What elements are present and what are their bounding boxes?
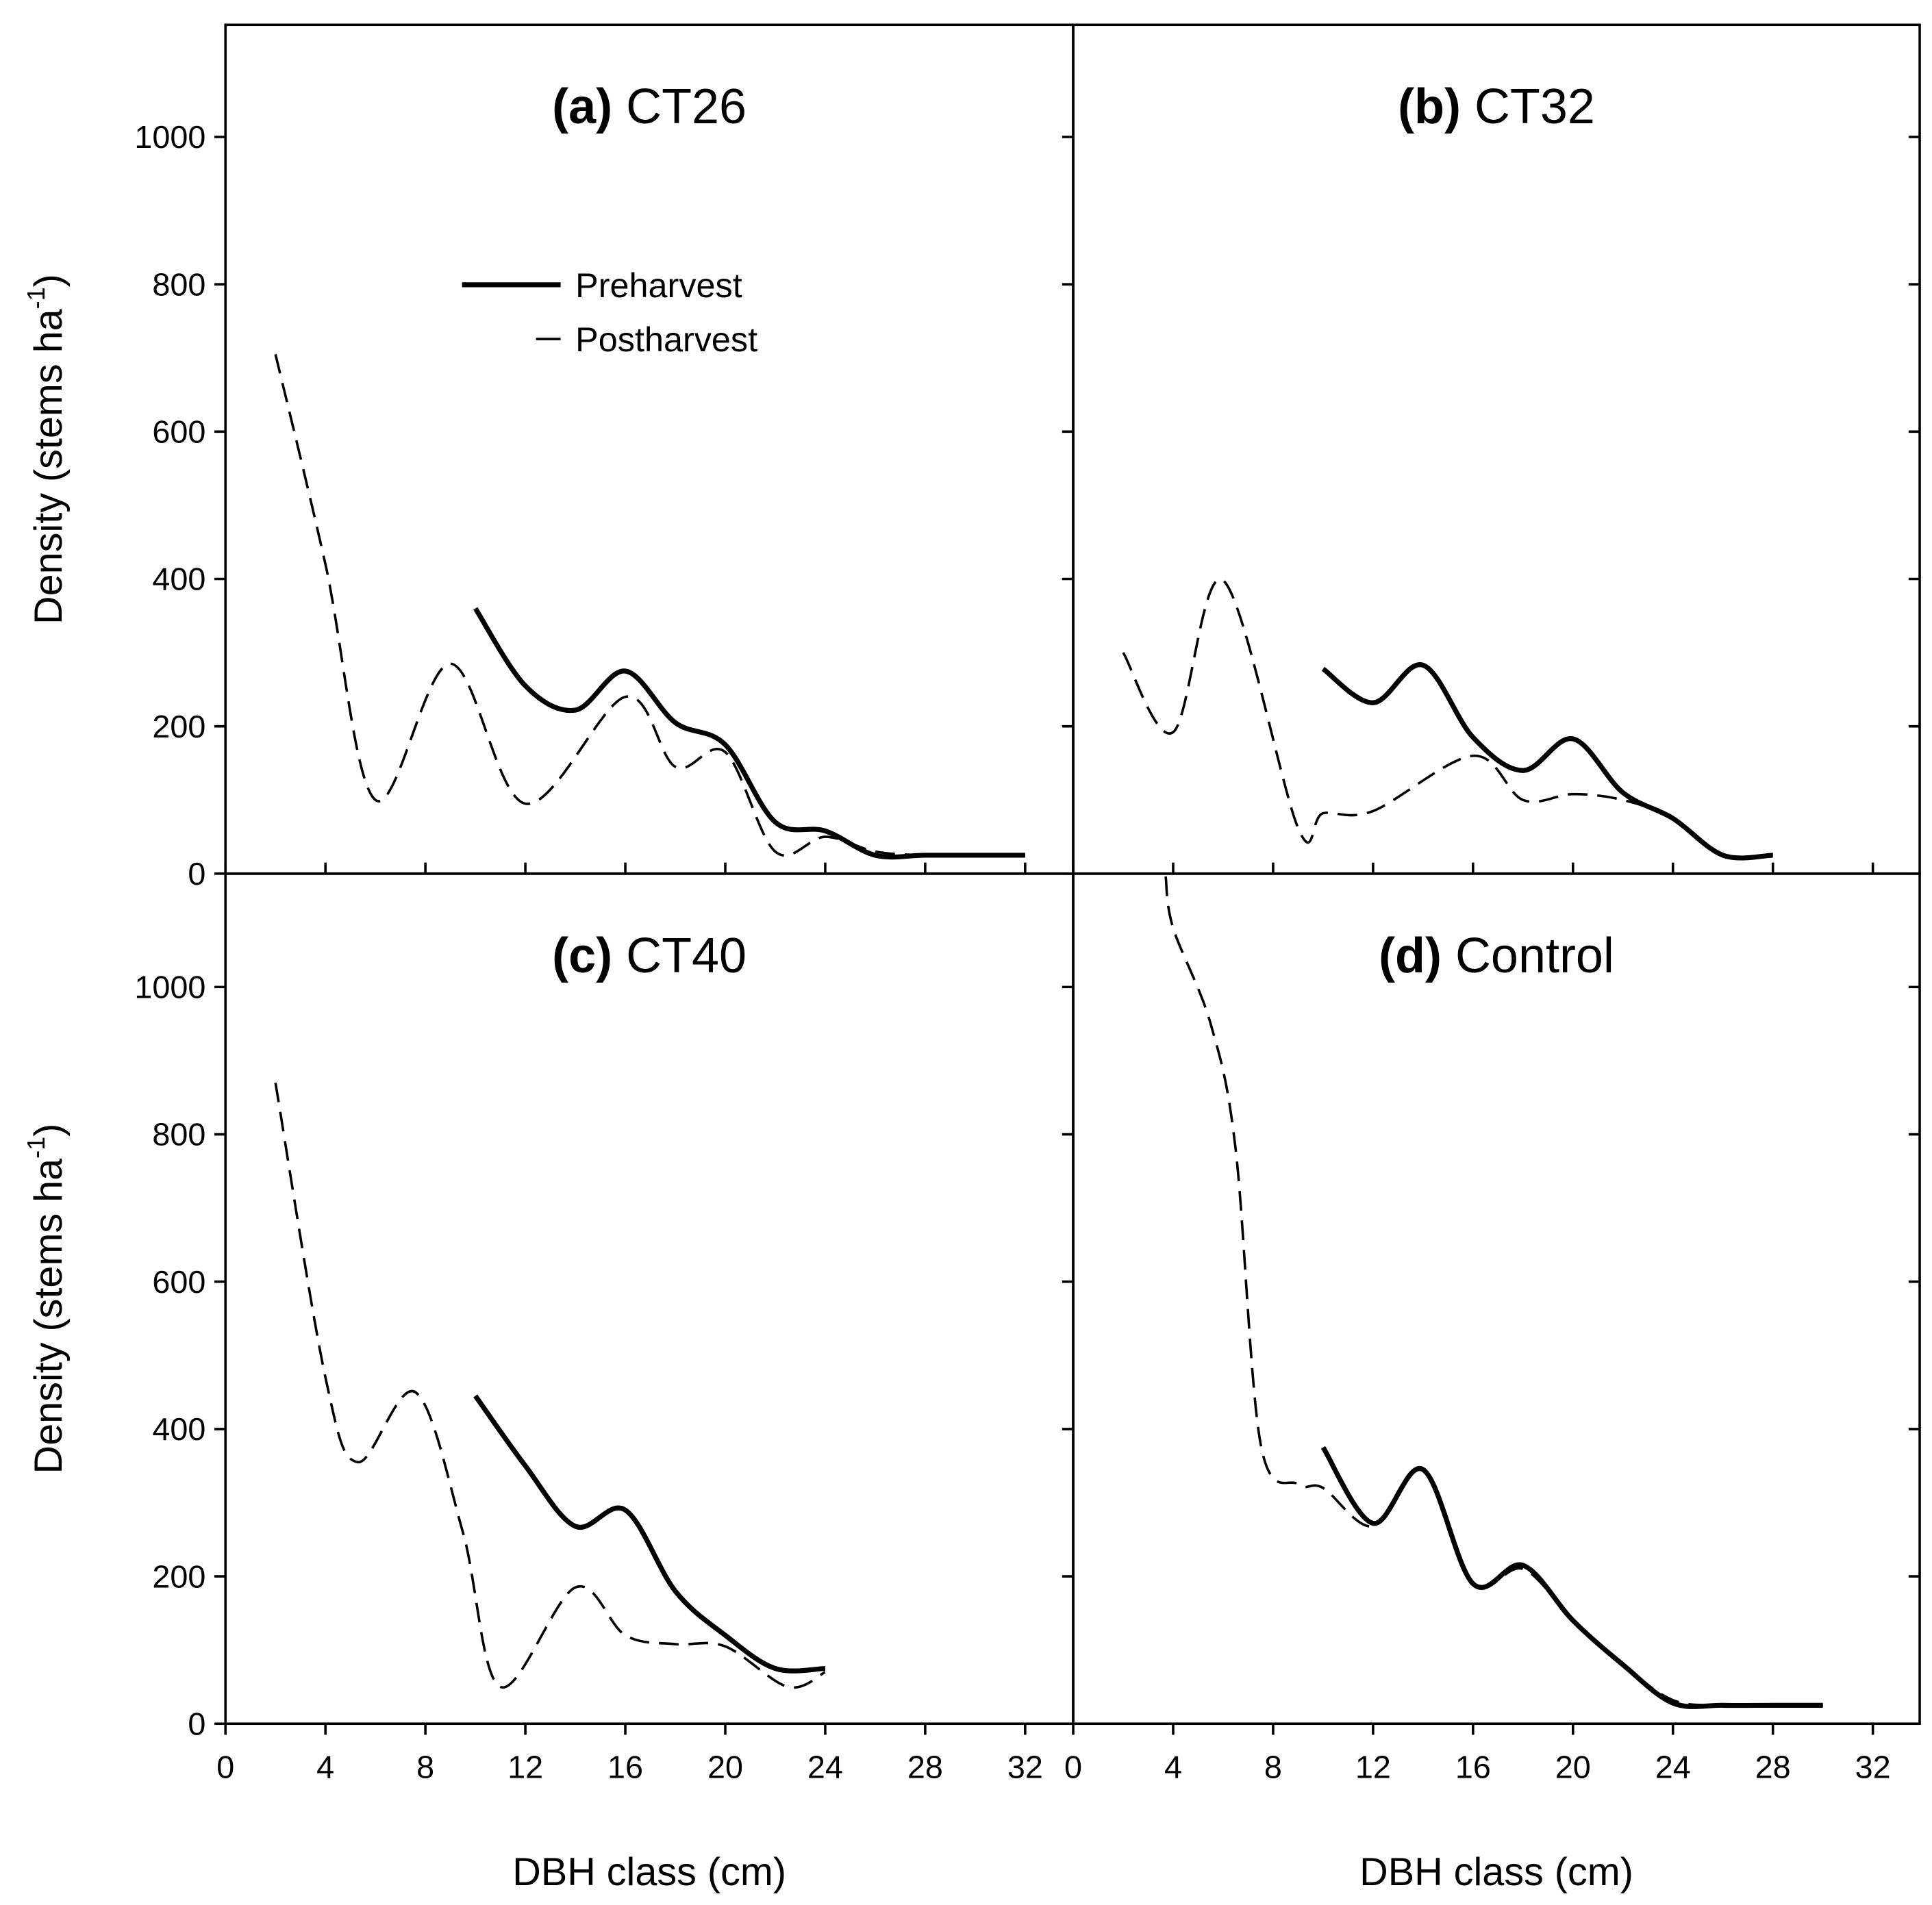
x-axis-label: DBH class (cm) xyxy=(1359,1850,1633,1894)
x-tick-label: 24 xyxy=(1655,1749,1691,1784)
panel-title: (a) CT26 xyxy=(552,79,747,134)
panel-frame xyxy=(224,872,1075,1726)
legend: Preharvest Postharvest xyxy=(462,266,757,359)
series-preharvest-line xyxy=(473,1394,826,1674)
panel-ct26: 0 200 400 600 800 1000 (a) CT26 Density (stems … xyxy=(22,23,1075,892)
y-tick-label: 600 xyxy=(152,414,205,450)
x-axis-label: DBH class (cm) xyxy=(512,1850,786,1894)
y-axis-label-end: ) xyxy=(27,274,71,287)
x-tick-label: 8 xyxy=(1264,1749,1282,1784)
panel-control: 0 4 8 12 16 20 24 28 32 (d) Control DBH class (cm) xyxy=(1062,872,1921,1894)
x-tick-label: 32 xyxy=(1007,1749,1043,1784)
panel-title: (c) CT40 xyxy=(552,929,747,983)
y-tick-label: 0 xyxy=(188,1706,205,1741)
series-postharvest-line xyxy=(1164,876,1823,1707)
y-axis-label: Density (stems ha-1) xyxy=(22,1124,71,1474)
panel-letter: (a) xyxy=(552,79,612,134)
x-tick-label: 28 xyxy=(1755,1749,1791,1784)
legend-label-postharvest: Postharvest xyxy=(575,320,757,359)
legend-label-preharvest: Preharvest xyxy=(575,266,742,305)
series-postharvest-line xyxy=(274,353,1025,857)
x-tick-label: 24 xyxy=(807,1749,843,1784)
y-tick-label: 800 xyxy=(152,1117,205,1152)
y-tick-label: 600 xyxy=(152,1264,205,1300)
y-tick-label: 1000 xyxy=(134,119,205,155)
x-tick-label: 4 xyxy=(316,1749,334,1784)
y-axis-label-text: Density (stems ha xyxy=(27,308,71,625)
x-tick-label: 28 xyxy=(907,1749,943,1784)
panel-name: Control xyxy=(1442,929,1614,983)
y-axis-label-end: ) xyxy=(27,1124,71,1137)
y-axis-label: Density (stems ha-1) xyxy=(22,274,71,625)
x-tick-label: 16 xyxy=(1455,1749,1491,1784)
panel-letter: (d) xyxy=(1379,929,1442,983)
panel-title: (b) CT32 xyxy=(1398,79,1595,134)
x-tick-label: 20 xyxy=(707,1749,743,1784)
series-preharvest-line xyxy=(1320,1446,1823,1709)
x-tick-label: 4 xyxy=(1164,1749,1182,1784)
x-tick-label: 12 xyxy=(1355,1749,1391,1784)
panel-name: CT26 xyxy=(612,79,747,134)
y-axis-label-text: Density (stems ha xyxy=(27,1158,71,1474)
panel-ct32: (b) CT32 xyxy=(1062,23,1921,875)
y-axis-label-sup: -1 xyxy=(22,1137,50,1159)
y-tick-label: 200 xyxy=(152,1559,205,1594)
y-axis-label-sup: -1 xyxy=(22,287,50,309)
y-tick-label: 800 xyxy=(152,266,205,302)
series-postharvest-line xyxy=(274,1082,826,1689)
panel-ct40: 0 200 400 600 800 1000 0 4 8 12 16 20 24 28 32 (c) CT40… xyxy=(22,872,1075,1894)
x-tick-label: 0 xyxy=(1064,1749,1082,1784)
panel-frame xyxy=(224,23,1075,875)
y-tick-label: 0 xyxy=(188,856,205,892)
x-tick-label: 0 xyxy=(216,1749,234,1784)
y-tick-label: 200 xyxy=(152,709,205,744)
y-tick-label: 400 xyxy=(152,1411,205,1447)
panel-name: CT40 xyxy=(612,929,747,983)
panel-title: (d) Control xyxy=(1379,929,1614,983)
series-preharvest-line xyxy=(473,607,1025,860)
series-preharvest-line xyxy=(1321,662,1773,861)
y-tick-label: 1000 xyxy=(134,970,205,1005)
x-tick-label: 12 xyxy=(507,1749,543,1784)
x-tick-label: 8 xyxy=(416,1749,434,1784)
panel-frame xyxy=(1072,872,1921,1726)
panel-letter: (c) xyxy=(552,929,612,983)
panel-name: CT32 xyxy=(1461,79,1595,134)
panel-frame xyxy=(1072,23,1921,875)
x-tick-label: 20 xyxy=(1555,1749,1591,1784)
x-tick-label: 32 xyxy=(1855,1749,1891,1784)
x-tick-label: 16 xyxy=(607,1749,643,1784)
y-tick-label: 400 xyxy=(152,562,205,597)
panel-letter: (b) xyxy=(1398,79,1461,134)
series-postharvest-line xyxy=(1122,578,1773,859)
